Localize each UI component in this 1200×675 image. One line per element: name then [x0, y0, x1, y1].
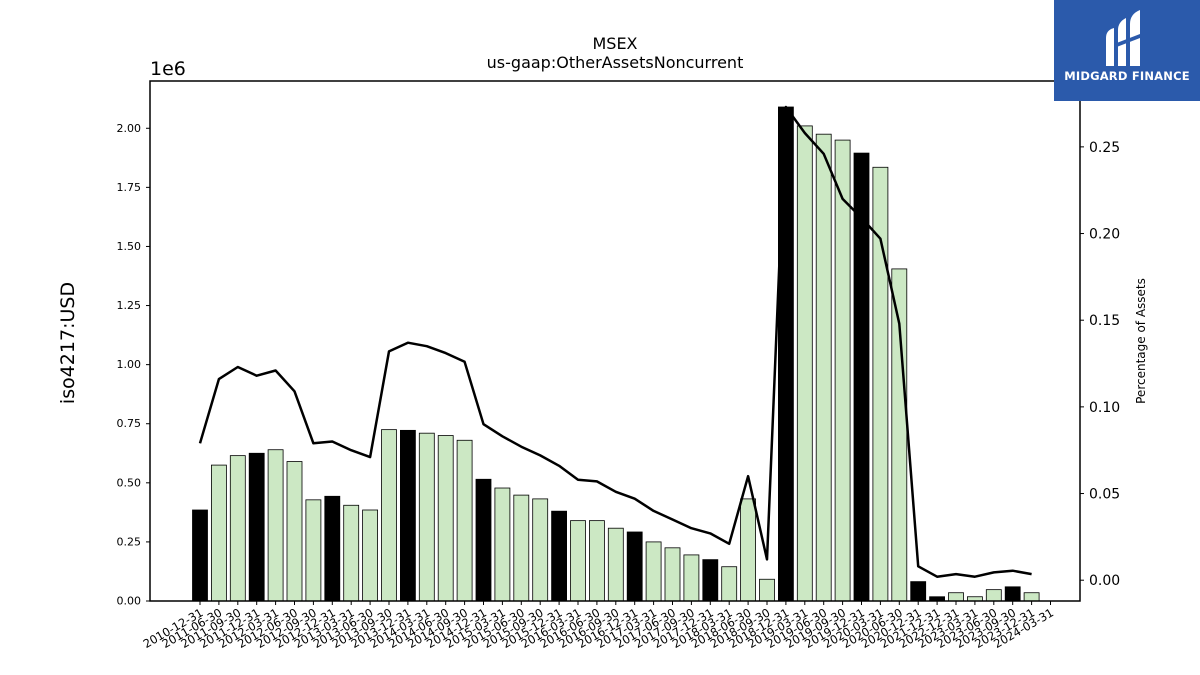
- bar: [759, 578, 775, 602]
- bar: [589, 520, 605, 602]
- y2-tick-label: 0.00: [1089, 573, 1120, 589]
- bar: [437, 435, 454, 602]
- y2-tick-label: 0.25: [1089, 140, 1120, 156]
- logo-text: MIDGARD FINANCE: [1064, 69, 1190, 83]
- bar: [343, 504, 360, 602]
- bar-series: [192, 106, 1040, 602]
- bar: [815, 133, 832, 602]
- bar: [607, 527, 624, 602]
- bar: [267, 449, 284, 602]
- y-tick-label: 0.75: [117, 417, 142, 430]
- midgard-finance-logo-icon: [1106, 10, 1140, 66]
- y-axis-ticks: 0.00 0.25 0.50 0.75 1.00 1.25 1.50 1.75 2.00: [117, 122, 150, 608]
- bar: [1023, 592, 1040, 602]
- bar: [570, 520, 586, 602]
- bar: [362, 509, 379, 602]
- bar: [702, 559, 719, 602]
- bar: [229, 455, 246, 602]
- plot-frame: [149, 80, 1081, 602]
- y2-axis-ticks: 0.00 0.05 0.10 0.15 0.20 0.25: [1080, 140, 1120, 589]
- bar: [324, 495, 341, 602]
- bar: [721, 566, 738, 602]
- y2-tick-label: 0.05: [1089, 487, 1120, 503]
- bar: [381, 429, 397, 602]
- bar: [664, 547, 681, 602]
- bar: [1004, 586, 1021, 602]
- bar: [626, 531, 643, 602]
- bar: [948, 592, 964, 602]
- y-axis-offset-label: 1e6: [150, 58, 186, 80]
- y-tick-label: 2.00: [117, 122, 142, 135]
- y-tick-label: 1.00: [117, 358, 142, 371]
- bar: [853, 152, 870, 602]
- y2-tick-label: 0.20: [1089, 227, 1120, 243]
- y-tick-label: 0.25: [117, 535, 142, 548]
- y2-tick-label: 0.15: [1089, 313, 1120, 329]
- bar: [796, 125, 813, 602]
- percentage-line: [198, 105, 1032, 578]
- bar: [456, 439, 473, 602]
- bar: [305, 499, 322, 602]
- y2-axis-label: Percentage of Assets: [1134, 278, 1148, 404]
- y-tick-label: 1.25: [117, 299, 142, 312]
- bar: [985, 589, 1002, 602]
- bar: [248, 452, 265, 602]
- bar: [834, 139, 851, 602]
- y-tick-label: 0.00: [117, 595, 142, 608]
- chart-subtitle: us-gaap:OtherAssetsNoncurrent: [487, 53, 744, 72]
- midgard-finance-logo: MIDGARD FINANCE: [1054, 0, 1200, 101]
- bar: [418, 432, 435, 602]
- bar: [645, 541, 662, 602]
- bar: [683, 554, 700, 602]
- y-tick-label: 0.50: [117, 476, 142, 489]
- bar: [494, 487, 511, 602]
- bar: [551, 510, 567, 602]
- bar: [210, 464, 227, 602]
- bar: [513, 494, 530, 602]
- bar: [192, 509, 208, 602]
- bar: [286, 461, 303, 602]
- y-axis-label: iso4217:USD: [57, 282, 79, 404]
- bar: [740, 498, 756, 602]
- bar: [778, 106, 794, 602]
- x-axis-ticks: 2010-12-312011-06-302011-09-302011-12-31…: [141, 601, 1056, 651]
- y-tick-label: 1.75: [117, 181, 142, 194]
- y-tick-label: 1.50: [117, 240, 142, 253]
- chart-title: MSEX: [592, 34, 637, 53]
- y2-tick-label: 0.10: [1089, 400, 1120, 416]
- bar: [910, 581, 927, 602]
- bar: [532, 498, 549, 602]
- bar: [399, 429, 416, 602]
- bar: [475, 478, 492, 602]
- percentage-line-series: [198, 105, 1032, 578]
